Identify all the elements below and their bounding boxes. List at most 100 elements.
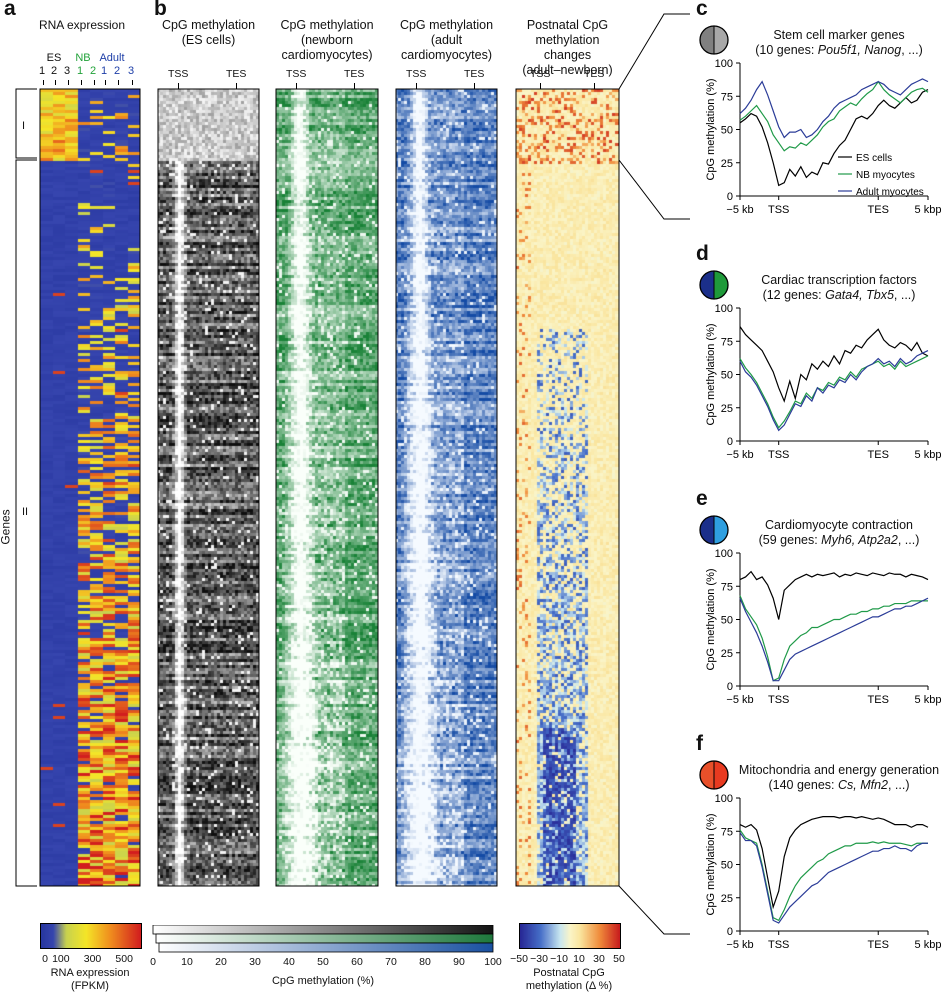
replicate-tick bbox=[132, 80, 133, 85]
title-prefix: (140 genes: bbox=[768, 778, 838, 792]
delta-colorbar-label: Postnatal CpG methylation (Δ %) bbox=[504, 967, 634, 993]
tes-label: TES bbox=[344, 68, 365, 80]
series-line-adult-myocytes bbox=[739, 350, 929, 432]
x-tick-label: TES bbox=[868, 939, 889, 951]
gene-group-icon bbox=[699, 515, 729, 545]
title-suffix: , ...) bbox=[893, 288, 916, 302]
gene-group-title-line1: Cardiac transcription factors bbox=[761, 273, 917, 287]
y-axis-label: CpG methylation (%) bbox=[705, 568, 717, 670]
tes-label: TES bbox=[226, 68, 247, 80]
replicate-label: 3 bbox=[128, 65, 135, 77]
rna-colorbar-label: RNA expression (FPKM) bbox=[30, 967, 150, 993]
x-tick-label: TES bbox=[868, 694, 889, 706]
x-tick-label: TSS bbox=[768, 204, 789, 216]
heatmap-title-line: CpG methylation bbox=[280, 18, 374, 32]
cluster-brackets bbox=[15, 88, 37, 887]
heatmap-title-0: CpG methylation (ES cells) bbox=[138, 18, 279, 48]
x-tick-label: −5 kb bbox=[726, 694, 753, 706]
y-tick-label: 75 bbox=[721, 826, 733, 838]
x-tick-label: TSS bbox=[768, 449, 789, 461]
colorbar-tick-label: −10 bbox=[550, 953, 568, 965]
position-tick bbox=[540, 83, 541, 89]
title-suffix: , ...) bbox=[901, 43, 923, 57]
series-line-adult-myocytes bbox=[739, 78, 929, 139]
sample-group-es: ES bbox=[46, 52, 62, 64]
colorbar-tick-label: 60 bbox=[351, 956, 363, 968]
colorbar-tick-label: 30 bbox=[593, 953, 605, 965]
panel-label-e: e bbox=[696, 487, 708, 510]
y-tick-label: 25 bbox=[721, 648, 733, 660]
y-tick-label: 100 bbox=[715, 303, 733, 315]
colorbar-tick-label: 70 bbox=[385, 956, 397, 968]
series-line-es-cells bbox=[739, 816, 929, 910]
y-tick-label: 25 bbox=[721, 158, 733, 170]
replicate-label: 2 bbox=[51, 65, 58, 77]
colorbar-tick-label: 90 bbox=[453, 956, 465, 968]
y-tick-label: 75 bbox=[721, 581, 733, 593]
gene-group-title-line2: (59 genes: Myh6, Atp2a2, ...) bbox=[732, 533, 946, 548]
sample-group-labels: ES 1 2 3 NB 1 2 Adult 1 2 3 bbox=[39, 52, 140, 85]
gene-group-title: Stem cell marker genes (10 genes: Pou5f1,… bbox=[732, 28, 946, 58]
position-tick bbox=[474, 83, 475, 89]
delta-colorbar-label-line1: Postnatal CpG bbox=[533, 967, 605, 979]
tss-label: TSS bbox=[530, 68, 551, 80]
adult-methylation-heatmap bbox=[396, 89, 497, 886]
title-suffix: , ...) bbox=[897, 533, 920, 547]
gene-group-title: Cardiac transcription factors (12 genes: … bbox=[732, 273, 946, 303]
gene-group-icon bbox=[699, 760, 729, 790]
colorbar-tick-label: 20 bbox=[215, 956, 227, 968]
replicate-tick bbox=[81, 80, 82, 85]
replicate-label: 1 bbox=[77, 65, 84, 77]
cluster-label-1: I bbox=[22, 120, 26, 132]
title-genes: Gata4, Tbx5 bbox=[825, 288, 894, 302]
panel-label-f: f bbox=[696, 732, 703, 755]
series-line-nb-myocytes bbox=[739, 829, 928, 922]
rna-expression-heatmap bbox=[40, 89, 140, 886]
series-line-es-cells bbox=[739, 570, 929, 620]
heatmap-title-line: (adult bbox=[430, 33, 463, 47]
gene-group-title-line2: (140 genes: Cs, Mfn2, ...) bbox=[732, 778, 946, 793]
title-prefix: (59 genes: bbox=[758, 533, 822, 547]
legend-label: ES cells bbox=[856, 153, 892, 164]
tss-label: TSS bbox=[168, 68, 189, 80]
heatmap-title-line: CpG methylation bbox=[399, 18, 494, 32]
legend-label: NB myocytes bbox=[856, 170, 915, 181]
y-axis-label: CpG methylation (%) bbox=[705, 78, 717, 180]
position-tick bbox=[236, 83, 237, 89]
sample-group-nb: NB bbox=[75, 52, 91, 64]
replicate-label: 3 bbox=[64, 65, 71, 77]
delta-colorbar-label-line2: methylation (Δ %) bbox=[525, 980, 613, 992]
cluster-label-2: II bbox=[22, 506, 29, 518]
colorbar-tick-label: 500 bbox=[115, 953, 133, 965]
y-tick-label: 75 bbox=[721, 91, 733, 103]
title-genes: Cs, Mfn2 bbox=[837, 778, 888, 792]
x-tick-label: TSS bbox=[768, 694, 789, 706]
colorbar-tick-label: 300 bbox=[83, 953, 102, 965]
position-tick bbox=[594, 83, 595, 89]
colorbar-tick-label: 100 bbox=[484, 956, 502, 968]
replicate-label: 1 bbox=[101, 65, 108, 77]
methylation-profile-chart-d: 0 25 50 75 100 −5 kb TSS TES 5 kbp CpG methylatio… bbox=[705, 303, 942, 461]
heatmap-title-3: Postnatal CpG methylation changes (adult–n… bbox=[496, 18, 639, 78]
methylation-change-heatmap bbox=[516, 89, 619, 886]
legend-label: Adult myocytes bbox=[856, 187, 924, 198]
sample-group-adult: Adult bbox=[99, 52, 125, 64]
colorbar-tick-label: 0 bbox=[42, 953, 48, 965]
colorbar-tick-label: −50 bbox=[510, 953, 528, 965]
gene-group-title-line1: Stem cell marker genes bbox=[773, 28, 905, 42]
series-line-adult-myocytes bbox=[739, 832, 928, 924]
newborn-methylation-heatmap bbox=[276, 89, 378, 886]
series-line-es-cells bbox=[739, 326, 929, 403]
x-tick-label: 5 kbp bbox=[915, 449, 942, 461]
rna-expression-colorbar bbox=[40, 923, 142, 949]
delta-colorbar-ticks: −50 −30 −10 10 30 50 bbox=[510, 953, 625, 967]
rna-colorbar-label-line2: (FPKM) bbox=[71, 980, 109, 992]
series-line-nb-myocytes bbox=[739, 355, 929, 429]
methylation-colorbar-strip bbox=[152, 925, 494, 935]
replicate-label: 2 bbox=[114, 65, 121, 77]
tss-label: TSS bbox=[286, 68, 307, 80]
x-tick-label: 5 kbp bbox=[915, 694, 942, 706]
title-genes: Myh6, Atp2a2 bbox=[821, 533, 898, 547]
panel-label-b: b bbox=[154, 0, 167, 20]
